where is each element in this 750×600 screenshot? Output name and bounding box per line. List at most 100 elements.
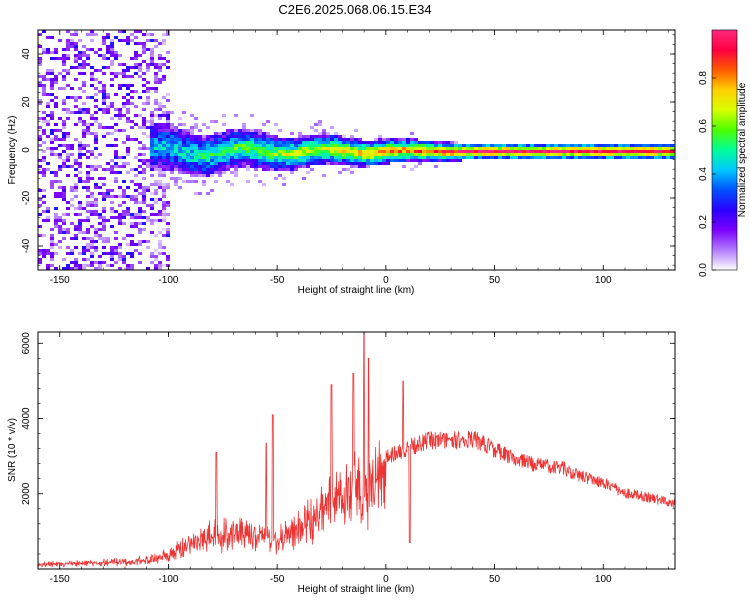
spectrogram-cell (150, 63, 154, 66)
spectrogram-cell (670, 156, 674, 159)
spectrogram-cell (290, 144, 294, 147)
spectrogram-cell (638, 156, 642, 159)
spectrogram-cell (158, 243, 162, 246)
spectrogram-cell (126, 264, 130, 267)
spectrogram-cell (150, 150, 154, 153)
spectrogram-cell (98, 192, 102, 195)
spectrogram-cell (166, 99, 170, 102)
spectrogram-cell (170, 144, 174, 147)
spectrogram-cell (618, 150, 622, 153)
spectrogram-cell (378, 162, 382, 165)
spectrogram-cell (366, 153, 370, 156)
spectrogram-cell (42, 87, 46, 90)
spectrogram-cell (258, 153, 262, 156)
spectrogram-cell (66, 111, 70, 114)
spectrogram-cell (102, 192, 106, 195)
spectrogram-cell (134, 243, 138, 246)
spectrogram-cell (222, 150, 226, 153)
spectrogram-cell (86, 126, 90, 129)
spectrogram-cell (98, 126, 102, 129)
spectrogram-cell (270, 156, 274, 159)
spectrogram-cell (46, 264, 50, 267)
spectrogram-cell (402, 141, 406, 144)
spectrogram-cell (122, 222, 126, 225)
spectrogram-cell (398, 141, 402, 144)
spectrogram-cell (138, 228, 142, 231)
spectrogram-cell (78, 87, 82, 90)
spectrogram-cell (90, 75, 94, 78)
spectrogram-cell (154, 72, 158, 75)
spectrogram-cell (154, 108, 158, 111)
spectrogram-cell (74, 162, 78, 165)
spectrogram-cell (126, 267, 130, 270)
spectrogram-cell (242, 129, 246, 132)
spectrogram-cell (110, 264, 114, 267)
spectrogram-cell (442, 141, 446, 144)
spectrogram-cell (670, 153, 674, 156)
spectrogram-cell (562, 153, 566, 156)
spectrogram-cell (78, 264, 82, 267)
spectrogram-cell (150, 192, 154, 195)
spectrogram-cell (118, 156, 122, 159)
spectrogram-cell (598, 156, 602, 159)
spectrogram-cell (82, 54, 86, 57)
spectrogram-cell (174, 180, 178, 183)
spectrogram-cell (150, 222, 154, 225)
spectrogram-cell (98, 69, 102, 72)
spectrogram-cell (490, 144, 494, 147)
spectrogram-cell (254, 174, 258, 177)
spectrogram-cell (214, 120, 218, 123)
spectrogram-cell (86, 249, 90, 252)
spectrogram-cell (198, 138, 202, 141)
spectrogram-cell (102, 216, 106, 219)
spectrogram-cell (198, 162, 202, 165)
spectrogram-cell (126, 147, 130, 150)
spectrogram-cell (166, 255, 170, 258)
spectrogram-cell (74, 159, 78, 162)
spectrogram-cell (214, 153, 218, 156)
spectrogram-cell (62, 120, 66, 123)
spectrogram-cell (394, 138, 398, 141)
spectrogram-cell (666, 156, 670, 159)
spectrogram-cell (106, 162, 110, 165)
spectrogram-cell (62, 219, 66, 222)
spectrogram-cell (226, 138, 230, 141)
spectrogram-cell (230, 144, 234, 147)
spectrogram-cell (422, 141, 426, 144)
spectrogram-cell (66, 30, 70, 33)
colorbar-gradient (711, 29, 738, 271)
spectrogram-cell (226, 168, 230, 171)
spectrogram-cell (458, 153, 462, 156)
spectrogram-cell (322, 141, 326, 144)
spectrogram-cell (438, 144, 442, 147)
spectrogram-cell (54, 129, 58, 132)
spectrogram-cell (434, 147, 438, 150)
spectrogram-cell (170, 159, 174, 162)
spectrogram-cell (202, 123, 206, 126)
spectrogram-cell (190, 135, 194, 138)
spectrogram-cell (158, 132, 162, 135)
spectrogram-cell (234, 171, 238, 174)
spectrogram-cell (286, 159, 290, 162)
spectrogram-cell (110, 126, 114, 129)
spectrogram-cell (510, 156, 514, 159)
spectrogram-cell (58, 129, 62, 132)
spectrogram-cell (634, 147, 638, 150)
spectrogram-cell (310, 150, 314, 153)
spectrogram-cell (50, 153, 54, 156)
spectrogram-cell (106, 108, 110, 111)
spectrogram-cell (174, 129, 178, 132)
spectrogram-cell (82, 249, 86, 252)
spectrogram-cell (122, 129, 126, 132)
spectrogram-cell (150, 54, 154, 57)
spectrogram-x-axis-label: Height of straight line (km) (298, 285, 415, 296)
spectrogram-cell (130, 66, 134, 69)
spectrogram-cell (38, 102, 42, 105)
spectrogram-cell (166, 162, 170, 165)
spectrogram-cell (82, 135, 86, 138)
spectrogram-cell (130, 234, 134, 237)
spectrogram-cell (238, 129, 242, 132)
spectrogram-cell (422, 159, 426, 162)
spectrogram-cell (90, 204, 94, 207)
spectrogram-cell (174, 147, 178, 150)
